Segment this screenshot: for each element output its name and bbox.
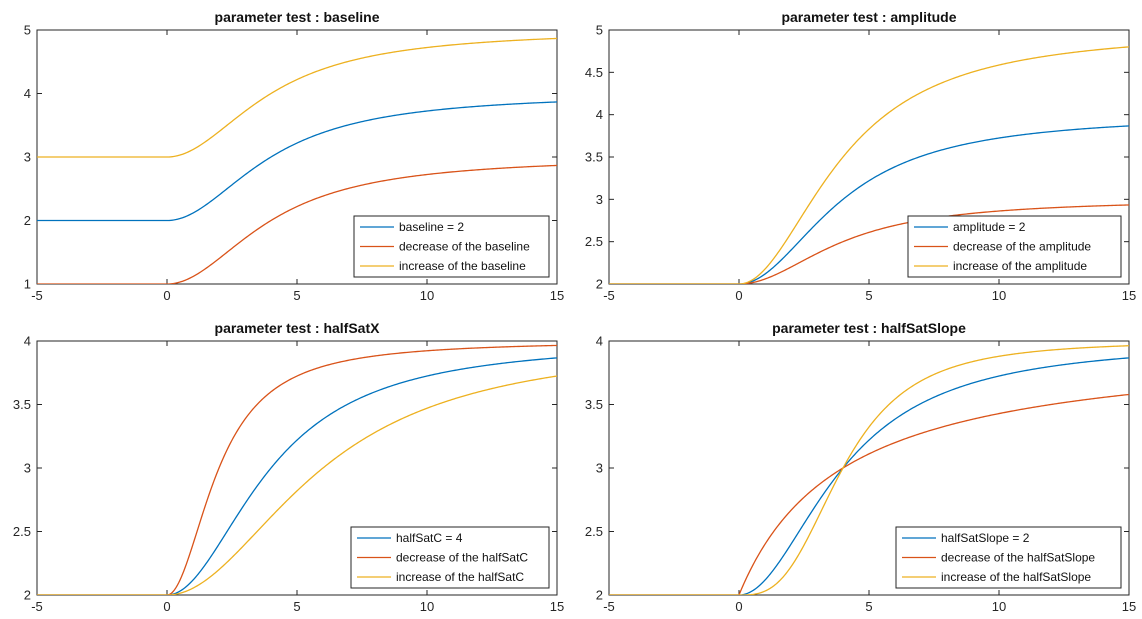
y-tick-label: 3.5 [585,150,603,165]
y-tick-label: 3.5 [585,397,603,412]
series-line-3 [37,375,557,595]
x-tick-label: 15 [550,288,564,303]
series-group [609,345,1129,595]
legend-label: decrease of the baseline [399,240,530,254]
legend-label: increase of the halfSatC [396,570,524,584]
y-tick-label: 3 [596,192,603,207]
series-line-1 [609,125,1129,284]
x-tick-label: 15 [550,599,564,614]
chart-title: parameter test : baseline [215,9,380,25]
series-group [37,344,557,595]
legend-label: increase of the baseline [399,259,526,273]
series-line-3 [37,37,557,158]
y-tick-label: 4.5 [585,65,603,80]
y-tick-label: 4 [596,334,603,349]
chart-4: parameter test : halfSatSlope -5 0 5 10 15 2 2.… [585,320,1136,614]
y-tick-label: 2 [596,588,603,603]
x-tick-label: 0 [163,599,170,614]
y-tick-label: 1 [24,277,31,292]
chart-1: parameter test : baseline -5 0 5 10 15 1 2 3 4 5 ba… [24,9,564,303]
x-tick-label: 5 [293,288,300,303]
x-tick-label: 5 [293,599,300,614]
legend: halfSatSlope = 2 decrease of the halfSatS… [895,526,1122,589]
y-tick-label: 2.5 [585,234,603,249]
x-tick-label: 10 [992,288,1006,303]
series-line-3 [609,345,1129,595]
series-line-3 [609,46,1129,284]
x-tick-label: -5 [603,599,615,614]
legend-label: amplitude = 2 [953,220,1026,234]
legend-label: increase of the halfSatSlope [941,570,1091,584]
legend-label: decrease of the halfSatC [396,551,528,565]
series-line-1 [37,357,557,595]
legend-label: halfSatC = 4 [396,531,463,545]
x-tick-label: 10 [992,599,1006,614]
y-tick-label: 5 [24,23,31,38]
series-line-1 [609,357,1129,595]
y-tick-label: 2 [596,277,603,292]
legend: halfSatC = 4 decrease of the halfSatC incr… [350,526,550,589]
x-tick-label: -5 [603,288,615,303]
chart-2: parameter test : amplitude -5 0 5 10 15 2 2.5 3 3… [585,9,1136,303]
y-tick-label: 3 [596,461,603,476]
y-tick-label: 2.5 [585,524,603,539]
y-tick-label: 2 [24,213,31,228]
legend-label: halfSatSlope = 2 [941,531,1030,545]
legend-label: decrease of the amplitude [953,240,1091,254]
series-line-2 [37,164,557,284]
x-tick-label: 0 [735,288,742,303]
y-tick-label: 4 [596,107,603,122]
series-line-2 [609,204,1129,284]
y-tick-label: 3.5 [13,397,31,412]
chart-title: parameter test : amplitude [781,9,956,25]
legend: baseline = 2 decrease of the baseline incr… [353,215,550,278]
chart-3: parameter test : halfSatX -5 0 5 10 15 2 2.5 3 3.… [13,320,564,614]
x-tick-label: 5 [865,288,872,303]
legend-label: baseline = 2 [399,220,464,234]
x-tick-label: -5 [31,288,43,303]
x-tick-label: 0 [163,288,170,303]
y-tick-label: 3 [24,461,31,476]
series-group [37,37,557,284]
chart-title: parameter test : halfSatSlope [772,320,966,336]
series-group [609,46,1129,284]
legend-label: decrease of the halfSatSlope [941,551,1095,565]
legend: amplitude = 2 decrease of the amplitude in… [907,215,1122,278]
y-tick-label: 5 [596,23,603,38]
x-tick-label: 0 [735,599,742,614]
y-tick-label: 2 [24,588,31,603]
legend-label: increase of the amplitude [953,259,1087,273]
y-tick-label: 3 [24,150,31,165]
x-tick-label: -5 [31,599,43,614]
chart-title: parameter test : halfSatX [215,320,381,336]
x-tick-label: 15 [1122,599,1136,614]
x-tick-label: 5 [865,599,872,614]
x-tick-label: 15 [1122,288,1136,303]
series-line-2 [609,393,1129,595]
series-line-2 [37,344,557,595]
series-line-1 [37,101,557,222]
y-tick-label: 2.5 [13,524,31,539]
y-tick-label: 4 [24,86,31,101]
y-tick-label: 4 [24,334,31,349]
x-tick-label: 10 [420,288,434,303]
x-tick-label: 10 [420,599,434,614]
